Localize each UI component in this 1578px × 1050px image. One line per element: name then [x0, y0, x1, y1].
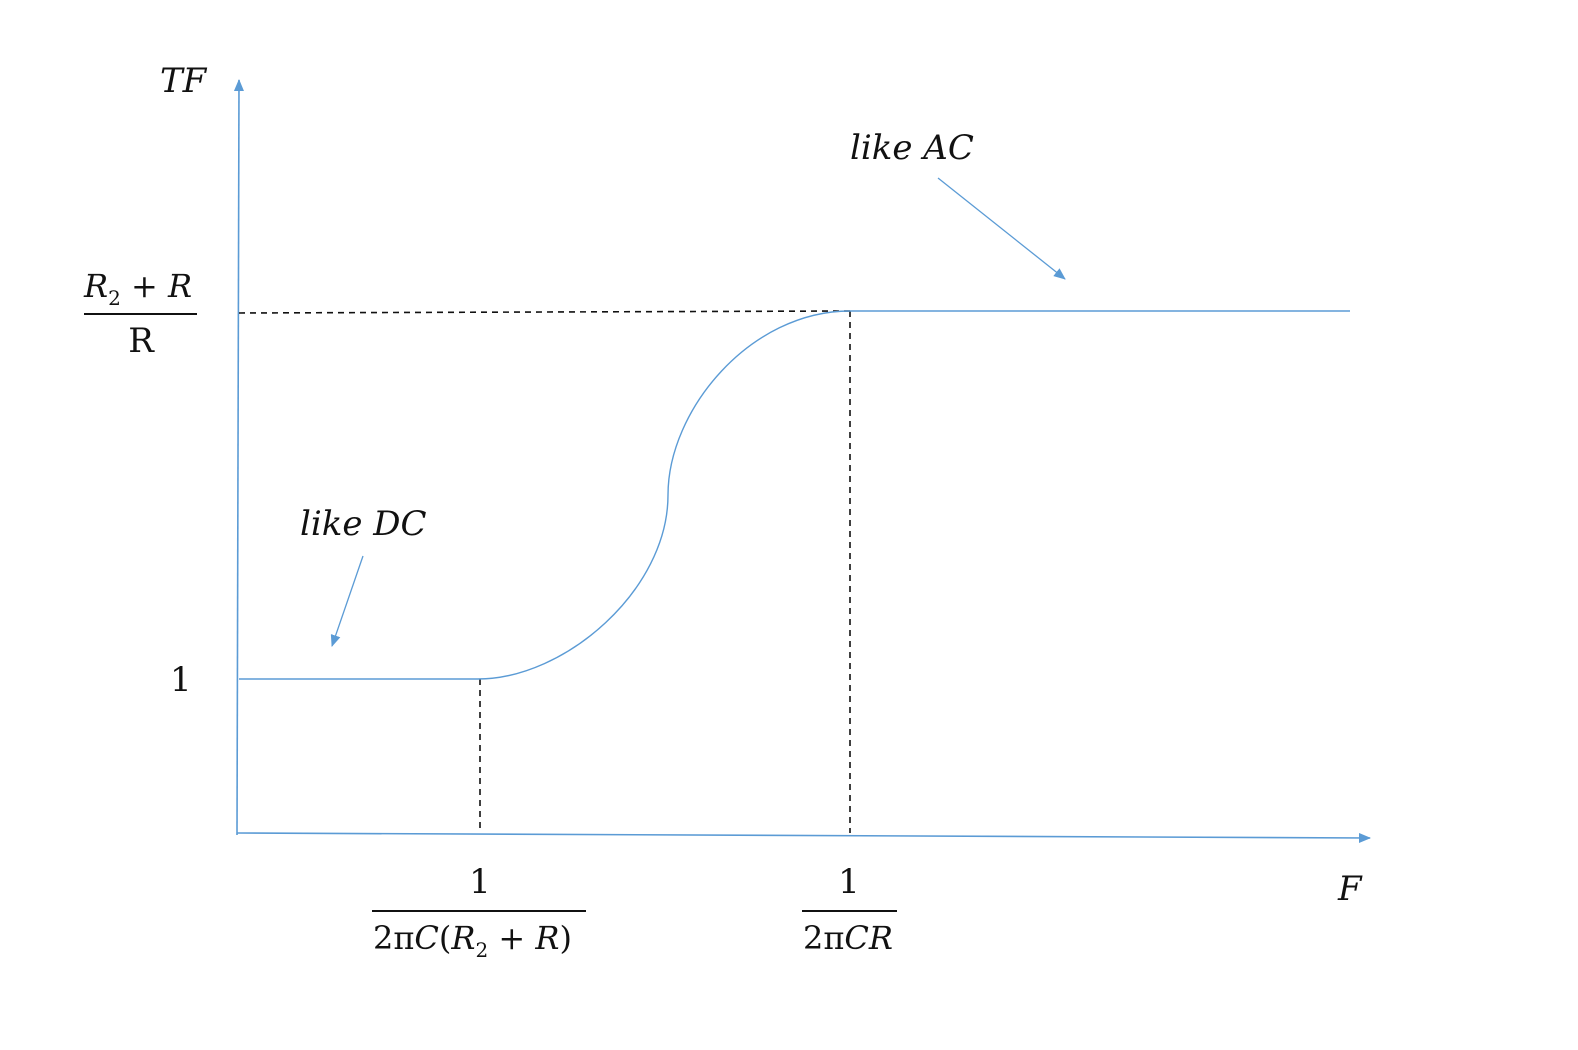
lower-cutoff-denominator-2pi: 2π [373, 919, 414, 957]
lower-cutoff-denominator-close-paren: ) [559, 919, 571, 957]
y-axis-label: TF [160, 61, 208, 101]
lower-cutoff-denominator-rest: + R [488, 919, 559, 957]
x-axis [236, 832, 1371, 843]
x-axis-label: F [1337, 869, 1363, 909]
y-axis [233, 79, 244, 836]
annotation-like-ac: like AC [850, 128, 974, 168]
annotation-like-ac-arrow [937, 177, 1066, 280]
lower-cutoff-denominator-c: C [414, 919, 438, 957]
high-gain-numerator-subscript: 2 [108, 286, 121, 310]
annotation-like-dc-arrow [330, 555, 364, 647]
lower-cutoff-denominator: 2πC(R2 + R) [373, 919, 572, 962]
upper-level-guide-line [238, 310, 851, 314]
upper-cutoff-denominator: 2πCR [803, 919, 893, 957]
y-tick-label-one: 1 [170, 660, 192, 700]
upper-cutoff-denominator-cr: CR [844, 919, 893, 957]
high-gain-numerator: R2 + R [83, 267, 192, 310]
high-gain-denominator: R [128, 321, 155, 361]
x-tick-label-upper-cutoff: 1 2πCR [802, 862, 897, 957]
high-gain-numerator-r: R [83, 267, 108, 305]
high-gain-numerator-rest: + R [121, 267, 192, 305]
lower-cutoff-denominator-open-paren: ( [439, 919, 451, 957]
annotation-like-dc: like DC [300, 504, 427, 544]
upper-cutoff-denominator-2pi: 2π [803, 919, 844, 957]
y-tick-label-high-gain: R2 + R R [83, 267, 197, 361]
lower-cutoff-numerator: 1 [469, 862, 491, 902]
transfer-function-curve [239, 310, 1350, 680]
lower-cutoff-denominator-subscript: 2 [475, 938, 488, 962]
lower-cutoff-denominator-r: R [450, 919, 475, 957]
upper-cutoff-numerator: 1 [838, 862, 860, 902]
x-tick-label-lower-cutoff: 1 2πC(R2 + R) [372, 862, 586, 962]
